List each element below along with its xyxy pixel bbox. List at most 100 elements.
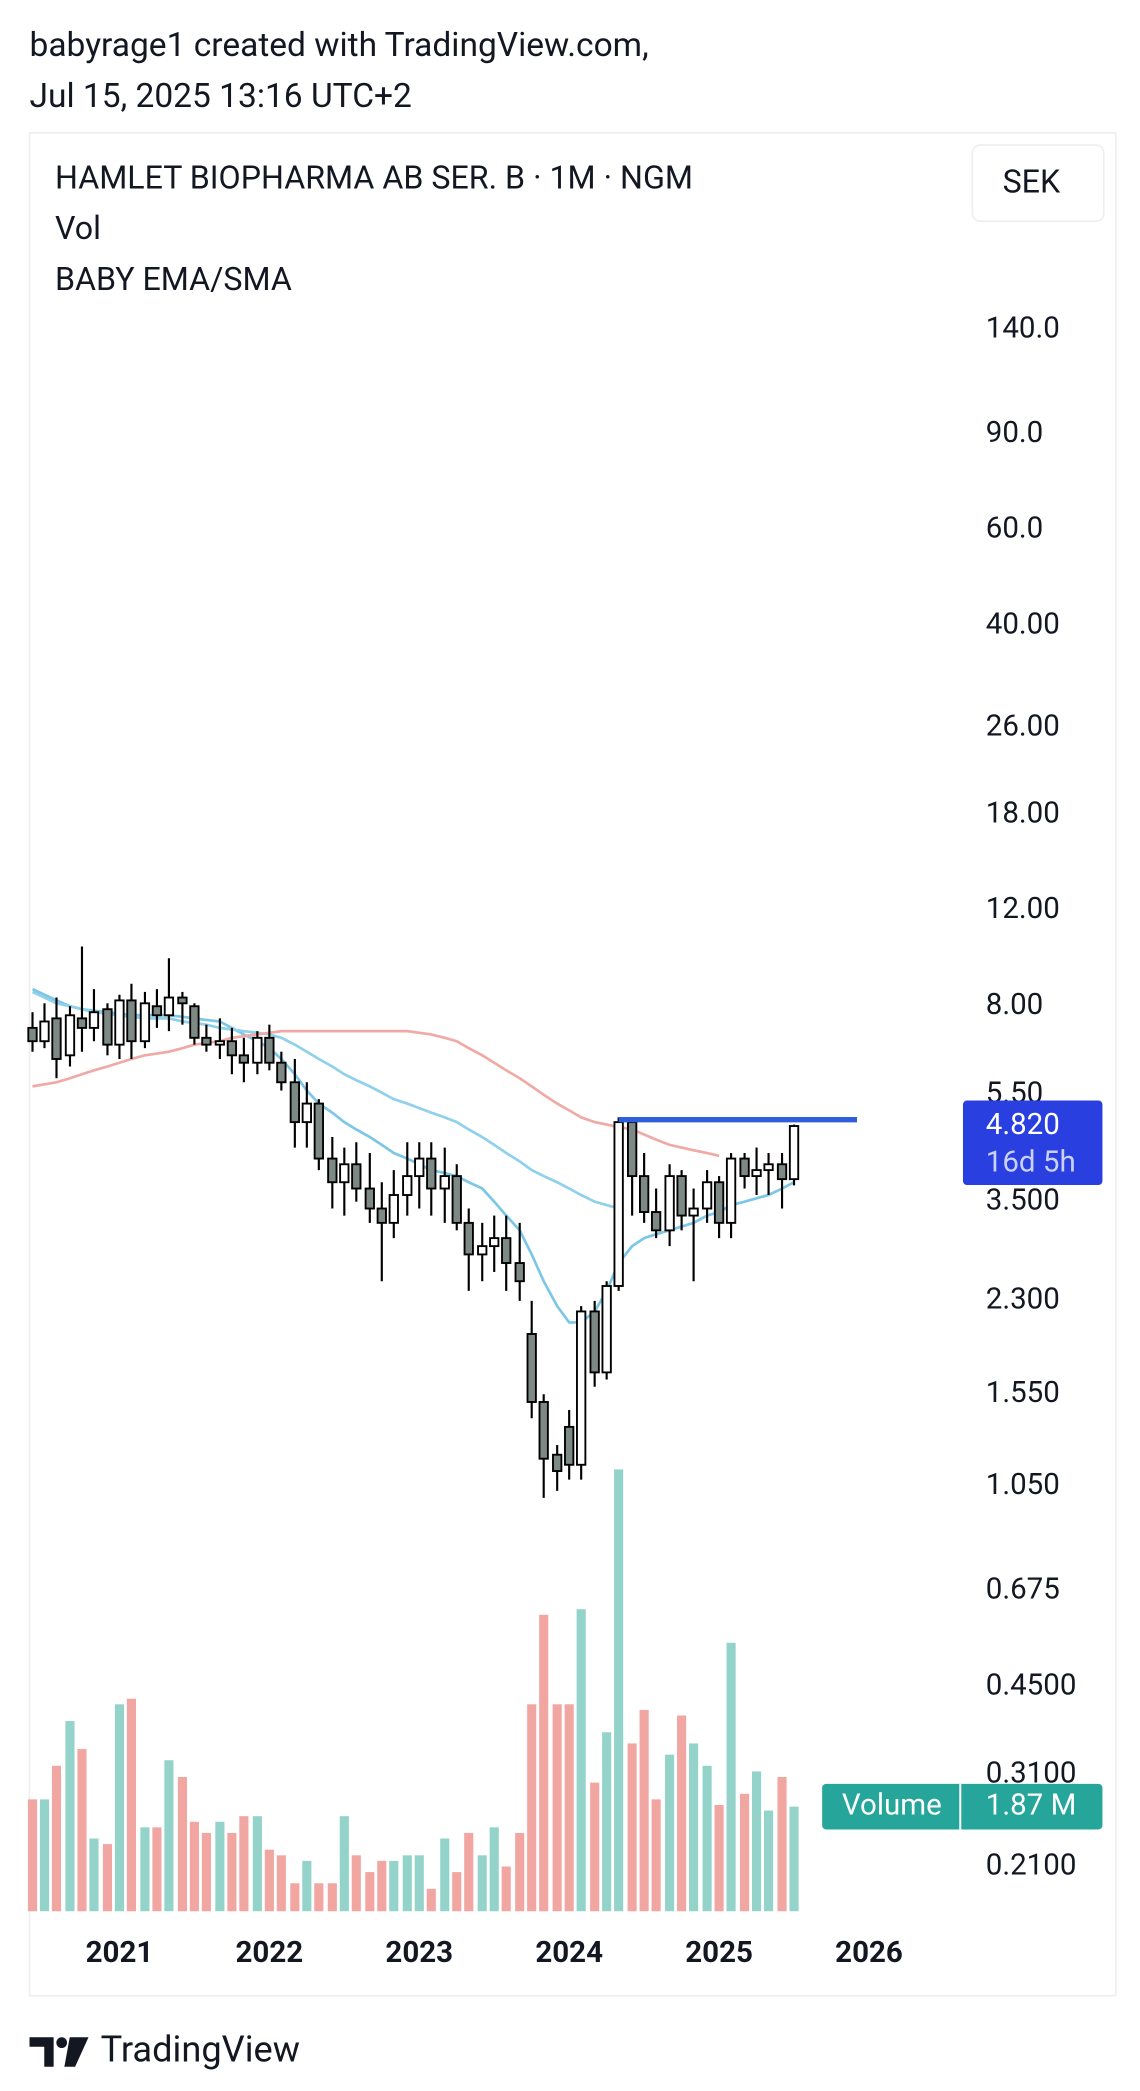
volume-bar xyxy=(65,1721,75,1912)
x-tick-label: 2022 xyxy=(236,1936,304,1970)
candle-body xyxy=(126,999,137,1043)
logo-shape xyxy=(56,2037,68,2049)
candle-body xyxy=(301,1102,312,1124)
volume-bar xyxy=(789,1806,799,1912)
candle-body xyxy=(252,1036,263,1064)
volume-bar xyxy=(665,1754,675,1912)
candle-body xyxy=(189,1005,200,1039)
y-tick-label: 140.0 xyxy=(986,311,1060,345)
candle-body xyxy=(564,1425,575,1466)
y-tick-label: 18.00 xyxy=(986,796,1060,830)
volume-bar xyxy=(576,1609,586,1912)
volume-label-value: 1.87 M xyxy=(986,1788,1077,1822)
volume-bar xyxy=(239,1816,249,1912)
candle-body xyxy=(589,1310,600,1374)
candle-body xyxy=(751,1169,762,1178)
currency-label[interactable]: SEK xyxy=(1003,162,1061,200)
y-tick-label: 0.675 xyxy=(986,1573,1060,1607)
y-tick-label: 12.00 xyxy=(986,892,1060,926)
volume-bar xyxy=(102,1844,113,1912)
candle-body xyxy=(601,1285,612,1374)
volume-bar xyxy=(590,1782,600,1912)
candle-body xyxy=(264,1036,275,1064)
candle-body xyxy=(713,1181,725,1224)
currency-button[interactable] xyxy=(971,144,1105,223)
candle-body xyxy=(613,1121,624,1287)
candle-body xyxy=(688,1207,699,1217)
volume-bar xyxy=(302,1860,312,1912)
chart-title: HAMLET BIOPHARMA AB SER. B · 1M · NGM xyxy=(55,158,693,196)
y-tick-label: 26.00 xyxy=(986,709,1060,743)
volume-bar xyxy=(327,1883,337,1912)
candle-body xyxy=(139,1002,151,1043)
volume-bar xyxy=(614,1469,624,1912)
candle-body xyxy=(426,1157,437,1190)
candle-body xyxy=(701,1181,713,1210)
candle-body xyxy=(489,1237,500,1248)
volume-bar xyxy=(677,1715,687,1912)
brand-name: TradingView xyxy=(101,2028,300,2071)
author-line: babyrage1 created with TradingView.com, xyxy=(30,26,649,65)
indicator-line xyxy=(32,1029,720,1158)
volume-bar xyxy=(452,1872,462,1912)
y-tick-label: 0.2100 xyxy=(986,1849,1077,1883)
x-tick-label: 2025 xyxy=(685,1936,753,1970)
volume-bar xyxy=(276,1855,286,1912)
candle-body xyxy=(526,1333,537,1403)
volume-bar xyxy=(351,1855,361,1912)
x-tick-label: 2021 xyxy=(86,1936,154,1970)
volume-bar xyxy=(651,1799,661,1912)
candle-body xyxy=(788,1125,800,1181)
volume-label-name: Volume xyxy=(842,1788,942,1822)
volume-bar xyxy=(201,1832,211,1912)
volume-bar xyxy=(314,1883,324,1912)
volume-bar xyxy=(389,1860,399,1912)
candle-body xyxy=(327,1157,338,1184)
volume-bar xyxy=(77,1749,87,1912)
volume-bar xyxy=(639,1709,649,1912)
candle-body xyxy=(51,1017,62,1060)
volume-label-box xyxy=(822,1783,1103,1830)
volume-bar xyxy=(489,1827,499,1912)
candle-body xyxy=(88,1011,100,1029)
candle-body xyxy=(163,996,175,1017)
candle-body xyxy=(214,1040,226,1046)
candle-body xyxy=(151,1005,163,1017)
volume-bar xyxy=(515,1832,525,1912)
legend-line: Vol xyxy=(55,209,101,247)
brand-logo xyxy=(29,2037,89,2067)
volume-bar xyxy=(365,1872,375,1912)
y-tick-label: 0.4500 xyxy=(986,1668,1077,1702)
candle-body xyxy=(463,1221,474,1256)
candle-body xyxy=(114,999,125,1046)
volume-bar xyxy=(477,1855,487,1912)
candle-body xyxy=(650,1211,662,1232)
y-tick-label: 40.00 xyxy=(986,608,1060,642)
volume-bar xyxy=(714,1804,724,1912)
candle-body xyxy=(64,1014,76,1057)
volume-bar xyxy=(763,1810,774,1912)
volume-bar xyxy=(777,1777,787,1912)
candle-body xyxy=(313,1102,324,1160)
volume-bar xyxy=(627,1743,637,1912)
last-price-box xyxy=(962,1100,1103,1186)
volume-bar xyxy=(51,1765,62,1912)
volume-bar xyxy=(501,1866,511,1912)
candle-body xyxy=(514,1262,525,1283)
candle-body xyxy=(439,1175,450,1190)
candle-body xyxy=(451,1175,462,1224)
y-tick-label: 2.300 xyxy=(986,1283,1060,1317)
volume-bar xyxy=(152,1827,162,1912)
candle-body xyxy=(339,1163,350,1184)
candle-body xyxy=(776,1163,788,1181)
volume-bar xyxy=(227,1832,237,1912)
volume-bar xyxy=(539,1614,549,1912)
countdown-label: 16d 5h xyxy=(986,1145,1076,1179)
candle-body xyxy=(364,1187,375,1210)
volume-bar xyxy=(377,1860,387,1912)
volume-bar xyxy=(252,1816,262,1912)
volume-bar xyxy=(339,1816,349,1912)
volume-bar xyxy=(752,1771,762,1912)
logo-shape xyxy=(29,2037,54,2067)
